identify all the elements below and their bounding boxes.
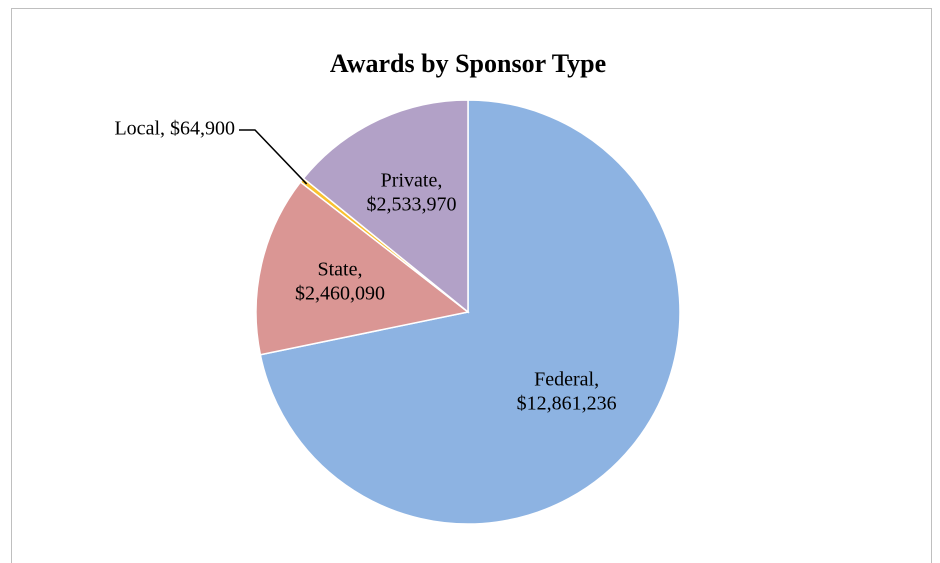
pie-slice (259, 99, 681, 525)
data-label: State, $2,460,090 (295, 258, 385, 304)
label-line: State, (317, 258, 362, 280)
leader-line (239, 129, 308, 185)
pie-slice (302, 99, 469, 314)
chart-frame (11, 8, 932, 563)
label-line: $2,533,970 (367, 193, 457, 215)
data-label: Local, $64,900 (114, 118, 235, 140)
label-line: $2,460,090 (295, 282, 385, 304)
label-line: $12,861,236 (517, 392, 617, 414)
label-line: Private, (381, 169, 443, 191)
data-label: Federal, $12,861,236 (517, 368, 617, 414)
data-label: Private, $2,533,970 (367, 169, 457, 215)
label-line: Federal, (534, 368, 599, 390)
pie-slice (255, 181, 470, 356)
chart-title: Awards by Sponsor Type (330, 49, 606, 78)
